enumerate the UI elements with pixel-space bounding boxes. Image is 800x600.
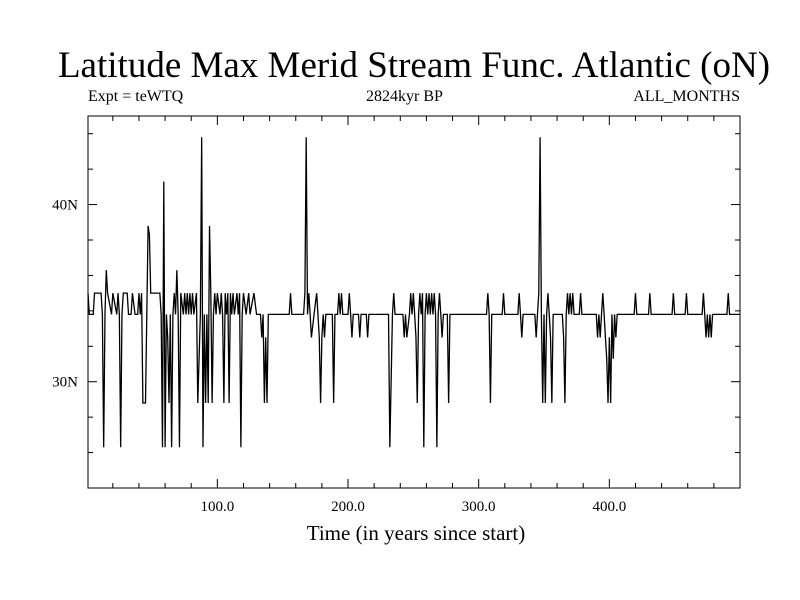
y-tick-label: 40N <box>52 198 78 214</box>
x-tick-label: 100.0 <box>200 499 234 515</box>
period-label: 2824kyr BP <box>366 88 443 105</box>
x-tick-label: 400.0 <box>592 499 626 515</box>
y-tick-label: 30N <box>52 375 78 391</box>
experiment-label: Expt = teWTQ <box>88 88 184 105</box>
plot-frame <box>87 115 741 489</box>
chart-title: Latitude Max Merid Stream Func. Atlantic… <box>57 45 771 86</box>
x-tick-label: 300.0 <box>462 499 496 515</box>
data-series-line <box>87 137 740 448</box>
months-label: ALL_MONTHS <box>633 88 740 105</box>
x-tick-label: 200.0 <box>331 499 365 515</box>
x-axis-label: Time (in years since start) <box>307 521 526 545</box>
